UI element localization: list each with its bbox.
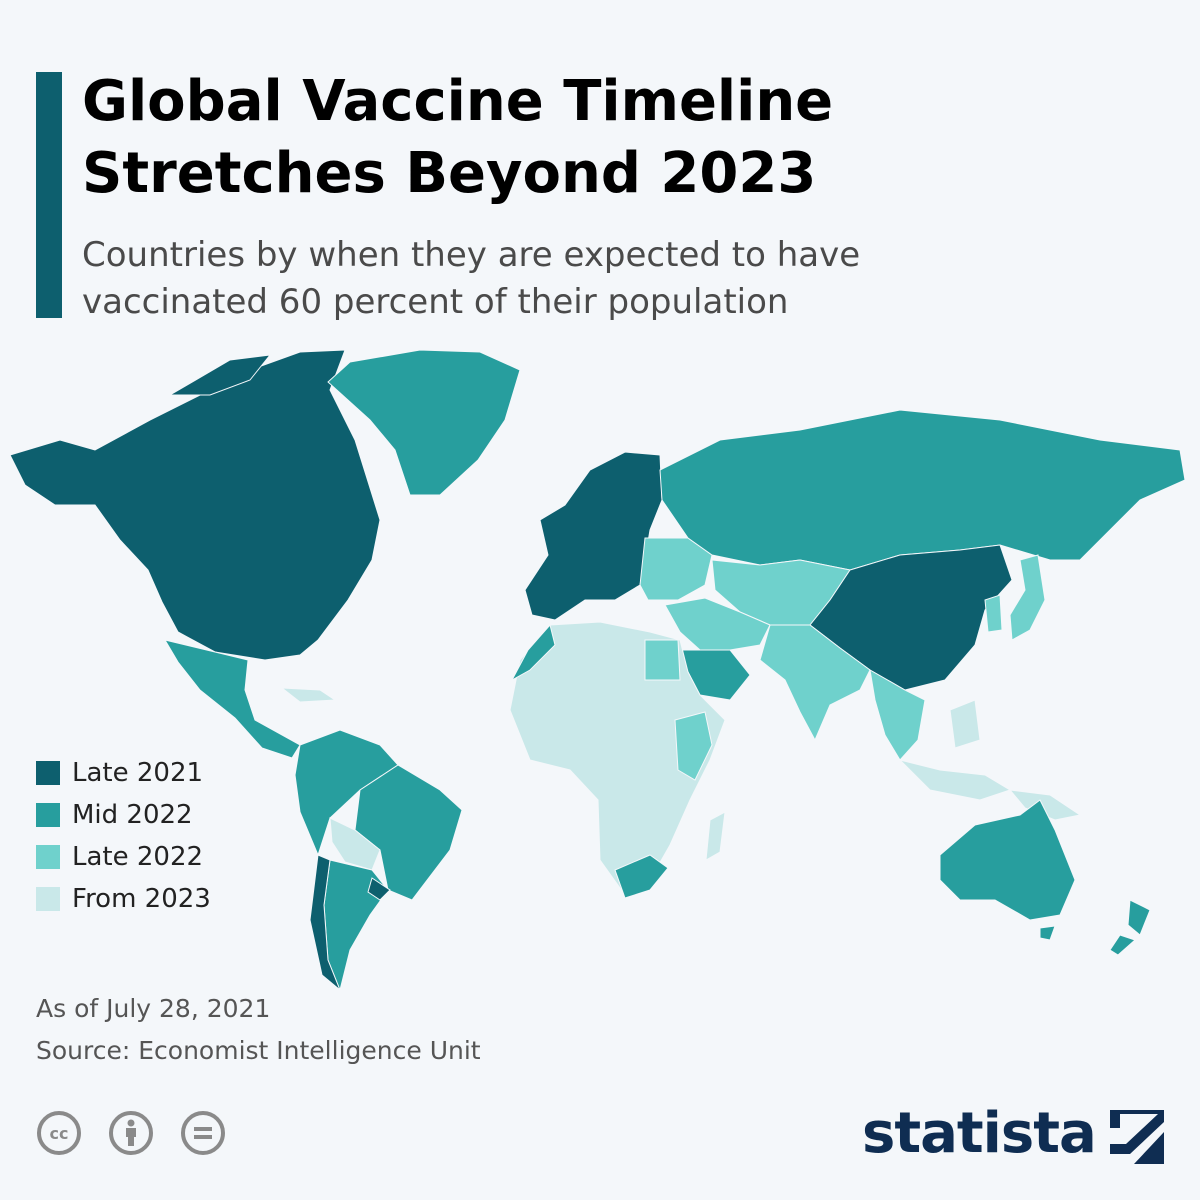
region-russia: Russia: Mid 2022 [659, 409, 1186, 571]
legend-swatch [36, 761, 60, 785]
region-mexico-central-america: Mexico and Central America: Mid 2022 [163, 639, 301, 759]
region-north-america: North America (Canada, USA): Late 2021 [9, 349, 381, 661]
region-new-zealand: New Zealand: Mid 2022 [1109, 899, 1151, 956]
legend-swatch [36, 887, 60, 911]
region-japan-korea: Japan and Korea: Late 2022 [984, 554, 1046, 641]
legend-label: From 2023 [72, 884, 211, 914]
region-south-africa: South Africa: Mid 2022 [614, 854, 669, 899]
legend-swatch [36, 845, 60, 869]
legend-label: Mid 2022 [72, 800, 193, 830]
region-tasmania: Australia: Mid 2022 [1039, 925, 1056, 941]
region-uruguay: Uruguay: Late 2021 [367, 877, 391, 901]
legend-item-mid-2022: Mid 2022 [36, 794, 211, 836]
page-subtitle: Countries by when they are expected to h… [82, 232, 1082, 326]
legend-label: Late 2021 [72, 758, 204, 788]
statista-mark-icon [1110, 1110, 1164, 1164]
legend-swatch [36, 803, 60, 827]
legend-item-from-2023: From 2023 [36, 878, 211, 920]
region-papua-new-guinea: Papua New Guinea: From 2023 [1008, 789, 1082, 821]
legend-label: Late 2022 [72, 842, 204, 872]
cc-icon[interactable]: cc [36, 1110, 82, 1156]
region-southeast-asia: Southeast Asia: Late 2022 [869, 669, 926, 761]
legend-item-late-2022: Late 2022 [36, 836, 211, 878]
region-africa: Africa: From 2023 [509, 621, 726, 896]
title-line-1: Global Vaccine Timeline [82, 69, 834, 134]
title-line-2: Stretches Beyond 2023 [82, 141, 817, 206]
svg-text:cc: cc [50, 1124, 69, 1143]
region-east-africa: East Africa highlands: Late 2022 [674, 711, 713, 781]
world-map: North America (Canada, USA): Late 2021 N… [9, 349, 1186, 992]
license-icons: cc [36, 1110, 252, 1156]
region-argentina: Argentina: Mid 2022 [323, 859, 389, 992]
region-north-south-america: Northern South America: Mid 2022 [294, 729, 399, 857]
page-title: Global Vaccine Timeline Stretches Beyond… [82, 66, 1082, 210]
subtitle-line-2: vaccinated 60 percent of their populatio… [82, 282, 789, 322]
region-alaska-islands: North America (Canada, USA): Late 2021 [168, 354, 272, 396]
region-caribbean: Caribbean: From 2023 [280, 687, 337, 703]
region-madagascar: Africa: From 2023 [705, 811, 726, 861]
region-western-europe: Western Europe: Late 2021 [524, 451, 663, 621]
region-australia: Australia: Mid 2022 [939, 799, 1076, 921]
source-note: Source: Economist Intelligence Unit [36, 1036, 481, 1065]
region-egypt: Egypt: Late 2022 [644, 639, 681, 681]
no-derivatives-icon[interactable] [180, 1110, 226, 1156]
title-accent-bar [36, 72, 62, 318]
statista-logo[interactable]: statista [862, 1098, 1164, 1164]
legend: Late 2021 Mid 2022 Late 2022 From 2023 [36, 752, 211, 920]
region-middle-east: Middle East: Late 2022 [664, 597, 771, 651]
legend-item-late-2021: Late 2021 [36, 752, 211, 794]
subtitle-line-1: Countries by when they are expected to h… [82, 235, 861, 275]
region-chile: Chile: Late 2021 [309, 854, 341, 991]
statista-wordmark: statista [862, 1101, 1096, 1164]
region-india-south-asia: India and South Asia: Late 2022 [759, 624, 871, 742]
region-greenland: Greenland: Mid 2022 [327, 349, 521, 496]
chart-notes: As of July 28, 2021 Source: Economist In… [36, 988, 481, 1072]
attribution-icon[interactable] [108, 1110, 154, 1156]
date-note: As of July 28, 2021 [36, 994, 271, 1023]
region-morocco: Morocco: Mid 2022 [510, 623, 556, 682]
